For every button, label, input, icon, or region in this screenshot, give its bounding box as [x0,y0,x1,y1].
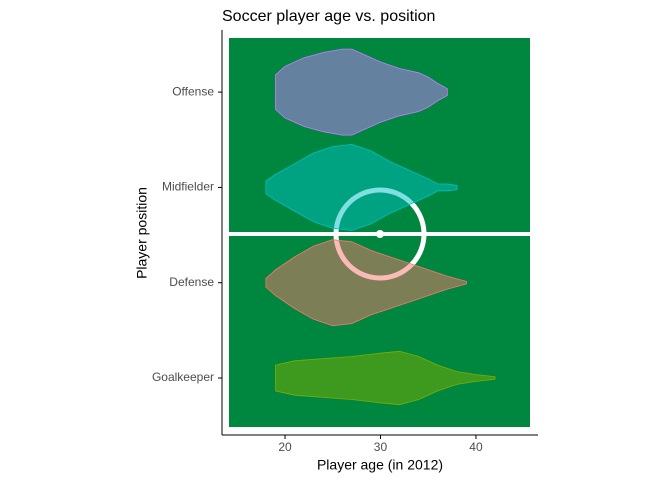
y-tick-label: Goalkeeper [152,370,214,384]
violin [265,143,458,231]
x-axis-label: Player age (in 2012) [317,457,443,473]
y-axis-label: Player position [134,187,150,279]
y-tick-label: Offense [172,84,214,98]
center-spot [376,230,384,238]
violin [275,48,448,136]
violin [275,350,496,406]
violin [265,239,467,327]
y-tick-label: Midfielder [162,180,214,194]
x-tick-label: 20 [278,440,292,454]
x-tick-label: 40 [469,440,483,454]
chart-title: Soccer player age vs. position [222,8,435,25]
x-tick-label: 30 [374,440,388,454]
y-tick-label: Defense [169,275,214,289]
